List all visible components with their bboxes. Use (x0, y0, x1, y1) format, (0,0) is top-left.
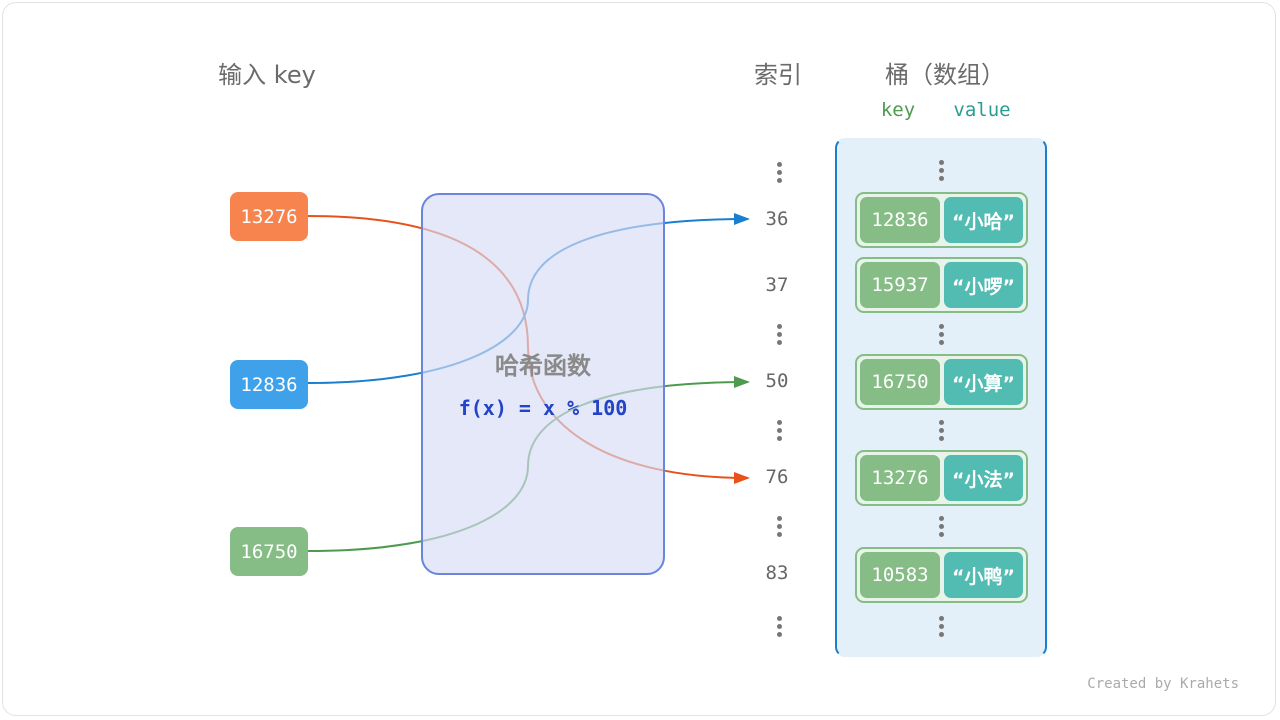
bucket-entry: 10583 “小鸭” (855, 547, 1028, 603)
entry-key: 15937 (860, 262, 940, 308)
index-50: 50 (765, 370, 789, 392)
ellipsis-icon (777, 616, 782, 637)
credit-text: Created by Krahets (1087, 676, 1239, 692)
entry-value: “小啰” (944, 262, 1023, 308)
ellipsis-icon (939, 160, 944, 181)
bucket-header: 桶（数组） (885, 61, 1005, 89)
input-key-12836: 12836 (230, 360, 308, 409)
ellipsis-icon (777, 162, 782, 183)
input-key-header: 输入 key (218, 61, 316, 89)
hash-formula: f(x) = x % 100 (458, 396, 628, 420)
input-key-16750: 16750 (230, 527, 308, 576)
value-column-header: value (953, 99, 1011, 121)
entry-key: 12836 (860, 197, 940, 243)
ellipsis-icon (939, 616, 944, 637)
index-76: 76 (765, 466, 789, 488)
ellipsis-icon (777, 516, 782, 537)
bucket-entry: 12836 “小哈” (855, 192, 1028, 248)
ellipsis-icon (939, 324, 944, 345)
entry-key: 10583 (860, 552, 940, 598)
entry-value: “小算” (944, 359, 1023, 405)
ellipsis-icon (939, 516, 944, 537)
input-key-13276: 13276 (230, 192, 308, 241)
bucket-entry: 15937 “小啰” (855, 257, 1028, 313)
index-37: 37 (765, 274, 789, 296)
bucket-entry: 16750 “小算” (855, 354, 1028, 410)
index-header: 索引 (754, 61, 802, 89)
key-column-header: key (880, 99, 916, 121)
bucket-entry: 13276 “小法” (855, 450, 1028, 506)
ellipsis-icon (777, 324, 782, 345)
hash-function-title: 哈希函数 (495, 352, 591, 380)
hash-function-box (421, 193, 665, 575)
entry-key: 16750 (860, 359, 940, 405)
entry-key: 13276 (860, 455, 940, 501)
index-36: 36 (765, 208, 789, 230)
entry-value: “小哈” (944, 197, 1023, 243)
ellipsis-icon (777, 420, 782, 441)
entry-value: “小鸭” (944, 552, 1023, 598)
index-83: 83 (765, 562, 789, 584)
ellipsis-icon (939, 420, 944, 441)
entry-value: “小法” (944, 455, 1023, 501)
